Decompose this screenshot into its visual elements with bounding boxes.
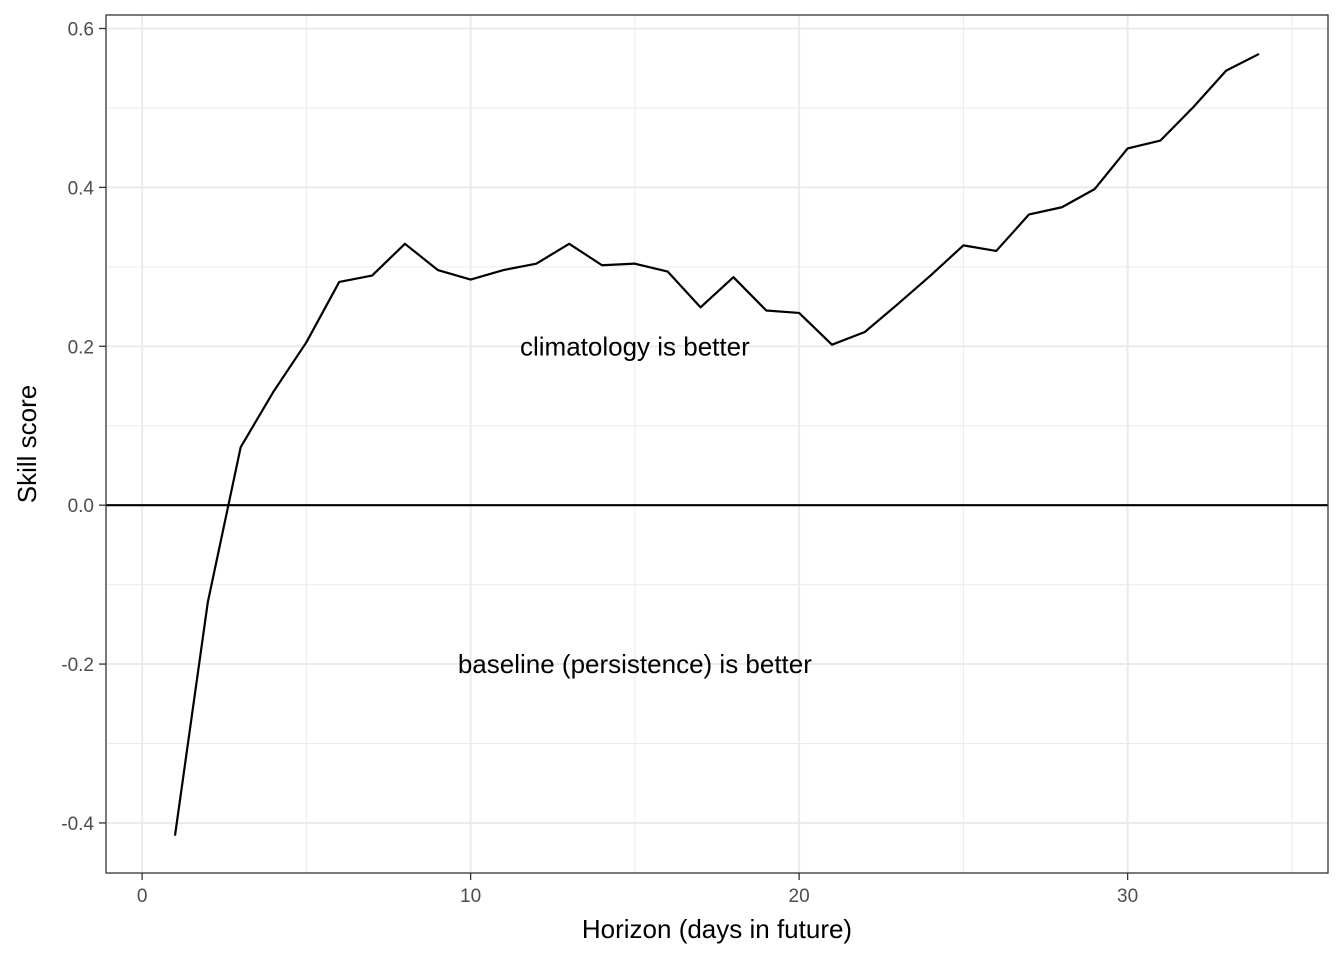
y-axis-title: Skill score — [12, 385, 42, 503]
annotations: climatology is better baseline (persisten… — [458, 331, 812, 679]
x-tick-label: 0 — [137, 886, 148, 907]
x-axis-title: Horizon (days in future) — [582, 914, 852, 944]
y-tick-label: 0.2 — [68, 337, 94, 358]
skill-score-line — [173, 52, 1260, 836]
panel-border — [105, 14, 1329, 874]
region-annotation: baseline (persistence) is better — [458, 649, 812, 679]
y-tick-label: -0.2 — [61, 655, 94, 676]
y-tick-label: 0.0 — [68, 496, 94, 517]
x-tick-label: 30 — [1117, 886, 1138, 907]
x-axis-ticks: 0 10 20 30 — [137, 873, 1138, 907]
region-annotation: climatology is better — [520, 331, 750, 361]
y-tick-label: 0.4 — [68, 178, 95, 199]
x-tick-label: 10 — [460, 886, 481, 907]
y-axis-ticks: -0.4 -0.2 0.0 0.2 0.4 0.6 — [61, 20, 106, 835]
x-tick-label: 20 — [789, 886, 810, 907]
y-tick-label: 0.6 — [68, 20, 94, 41]
y-tick-label: -0.4 — [61, 814, 94, 835]
minor-gridlines — [106, 15, 1328, 873]
